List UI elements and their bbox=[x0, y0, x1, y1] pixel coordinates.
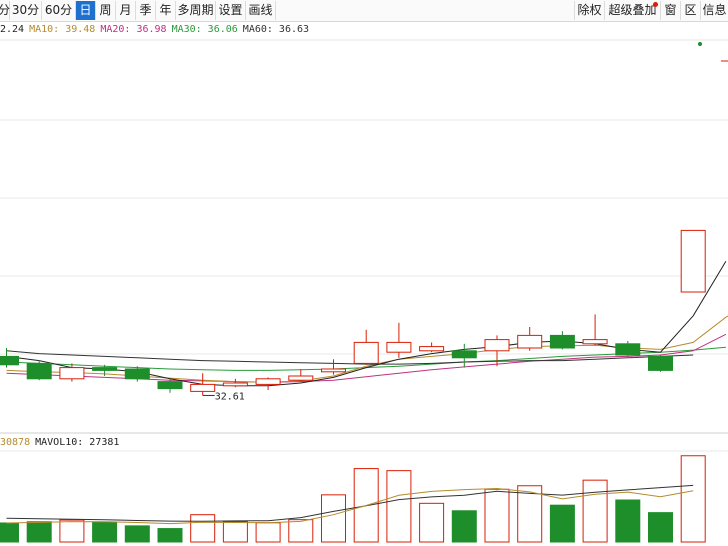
period-tab-4[interactable]: 周 bbox=[96, 1, 116, 20]
overlay-dot-icon bbox=[653, 2, 658, 7]
mavol10-line bbox=[6, 484, 694, 522]
toolbar-right-2[interactable]: 窗 bbox=[660, 1, 680, 20]
toolbar-right-0[interactable]: 除权 bbox=[574, 1, 604, 20]
low-price-label: 32.61 bbox=[215, 391, 245, 402]
candle-body-4 bbox=[124, 368, 150, 380]
volume-bar-1 bbox=[26, 521, 52, 543]
candle-body-3 bbox=[92, 367, 118, 371]
volume-bar-19 bbox=[615, 499, 641, 543]
volume-bar-12 bbox=[386, 470, 412, 543]
volume-bar-20 bbox=[648, 512, 673, 543]
volume-bar-14 bbox=[451, 510, 477, 543]
period-tab-5[interactable]: 月 bbox=[116, 1, 136, 20]
period-tab-7[interactable]: 年 bbox=[156, 1, 176, 20]
volume-bar-21 bbox=[680, 455, 706, 543]
volume-bar-7 bbox=[222, 521, 248, 543]
period-tab-8[interactable]: 多周期 bbox=[176, 1, 216, 20]
toolbar-right-1[interactable]: 超级叠加 bbox=[604, 1, 660, 20]
ma-legend-item-2: MA20: 36.98 bbox=[100, 24, 167, 35]
volume-bar-18 bbox=[582, 479, 608, 543]
candle-body-2 bbox=[59, 367, 85, 380]
volume-bar-15 bbox=[484, 488, 510, 543]
vol-legend-item-0: 30878 bbox=[0, 437, 31, 448]
volume-bar-0 bbox=[0, 522, 19, 543]
candle-body-20 bbox=[648, 355, 673, 371]
candle-body-5 bbox=[157, 381, 183, 390]
volume-bar-9 bbox=[288, 519, 314, 543]
candle-body-9 bbox=[288, 375, 314, 381]
period-tab-3[interactable]: 日 bbox=[76, 1, 96, 20]
ma-legend-item-3: MA30: 36.06 bbox=[171, 24, 238, 35]
volume-legend: 30878 MAVOL10: 27381 bbox=[0, 437, 124, 448]
volume-bar-8 bbox=[255, 522, 281, 543]
volume-bar-10 bbox=[321, 494, 346, 543]
candle-body-6 bbox=[190, 383, 216, 392]
candle-body-21 bbox=[680, 229, 706, 293]
period-tab-9[interactable]: 设置 bbox=[216, 1, 246, 20]
candle-body-15 bbox=[484, 339, 510, 352]
mavol5-line bbox=[6, 487, 694, 525]
volume-bar-17 bbox=[549, 504, 575, 543]
candle-body-7 bbox=[222, 382, 248, 387]
volume-bar-4 bbox=[124, 525, 150, 543]
candle-body-14 bbox=[451, 350, 477, 359]
period-tab-6[interactable]: 季 bbox=[136, 1, 156, 20]
candle-body-1 bbox=[26, 362, 52, 380]
ma-legend: 2.24 MA10: 39.48 MA20: 36.98 MA30: 36.06 MA6… bbox=[0, 24, 314, 35]
period-tab-2[interactable]: 60分 bbox=[42, 1, 76, 20]
candle-body-17 bbox=[549, 334, 575, 349]
volume-bar-13 bbox=[419, 502, 445, 543]
candle-body-10 bbox=[321, 368, 346, 373]
candle-body-13 bbox=[419, 346, 445, 352]
candle-body-11 bbox=[353, 341, 379, 364]
volume-bar-3 bbox=[92, 521, 118, 543]
candle-body-0 bbox=[0, 355, 19, 366]
period-tab-1[interactable]: 30分 bbox=[10, 1, 42, 20]
volume-bar-5 bbox=[157, 528, 183, 543]
candle-body-12 bbox=[386, 341, 412, 353]
top-right-dot-icon bbox=[698, 42, 702, 46]
candle-body-19 bbox=[615, 343, 641, 356]
candle-body-18 bbox=[582, 339, 608, 345]
candle-body-8 bbox=[255, 378, 281, 385]
ma-legend-item-0: 2.24 bbox=[0, 24, 25, 35]
ma-legend-item-4: MA60: 36.63 bbox=[242, 24, 310, 35]
ma60-line bbox=[6, 350, 694, 365]
period-tab-10[interactable]: 画线 bbox=[246, 1, 276, 20]
volume-bar-6 bbox=[190, 514, 216, 543]
ma-legend-item-1: MA10: 39.48 bbox=[29, 24, 96, 35]
period-toolbar: 分 30分 60分日周月季年多周期 设置 画线 除权 超级叠加窗区信息 bbox=[0, 0, 728, 22]
period-tab-0[interactable]: 分 bbox=[0, 1, 10, 20]
volume-bar-16 bbox=[517, 485, 543, 543]
volume-bar-2 bbox=[59, 519, 85, 543]
candle-body-16 bbox=[517, 334, 543, 349]
toolbar-right-3[interactable]: 区 bbox=[680, 1, 700, 20]
vol-legend-item-1: MAVOL10: 27381 bbox=[35, 437, 120, 448]
toolbar-right-4[interactable]: 信息 bbox=[700, 1, 728, 20]
